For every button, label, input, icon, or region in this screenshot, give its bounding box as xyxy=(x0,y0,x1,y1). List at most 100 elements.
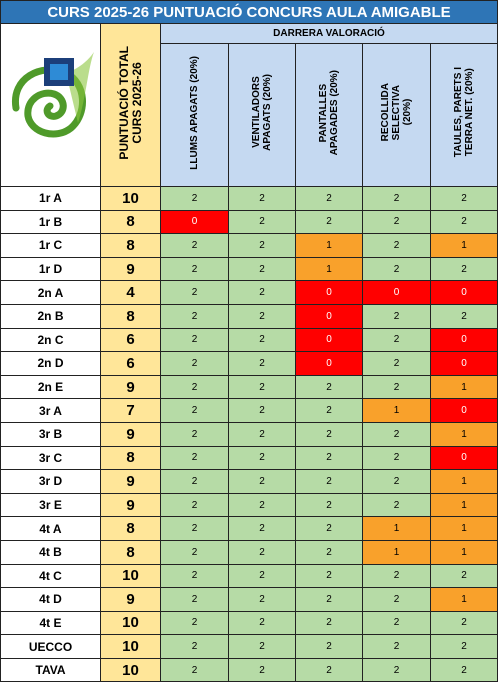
score: 2 xyxy=(228,445,296,471)
class-name: 3r A xyxy=(0,398,101,423)
class-name: 4t A xyxy=(0,516,101,541)
score: 2 xyxy=(362,445,431,471)
total: 10 xyxy=(100,657,161,683)
total: 8 xyxy=(100,516,161,541)
score: 2 xyxy=(160,469,229,494)
total: 9 xyxy=(100,587,161,612)
total-header: PUNTUACIÓ TOTAL CURS 2025-26 xyxy=(100,23,161,187)
class-name: 3r E xyxy=(0,492,101,518)
score: 1 xyxy=(429,469,499,494)
total: 8 xyxy=(100,303,161,329)
score: 2 xyxy=(228,469,296,494)
score: 0 xyxy=(429,327,499,353)
score: 0 xyxy=(295,303,363,329)
score: 2 xyxy=(228,256,296,282)
score: 2 xyxy=(228,374,296,400)
class-name: 3r C xyxy=(0,445,101,471)
score: 2 xyxy=(160,492,229,518)
class-name: 1r C xyxy=(0,233,101,258)
score: 0 xyxy=(295,327,363,353)
score: 0 xyxy=(295,280,363,305)
total: 10 xyxy=(100,634,161,659)
score: 1 xyxy=(429,374,499,400)
score: 2 xyxy=(295,398,363,423)
score: 2 xyxy=(228,303,296,329)
class-name: 2n C xyxy=(0,327,101,353)
score: 1 xyxy=(362,516,431,541)
score: 2 xyxy=(228,351,296,376)
class-name: 1r D xyxy=(0,256,101,282)
score: 0 xyxy=(429,280,499,305)
score: 1 xyxy=(429,516,499,541)
class-name: 4t E xyxy=(0,610,101,636)
score: 2 xyxy=(295,587,363,612)
score: 2 xyxy=(228,327,296,353)
column-header: LLUMS APAGATS (20%) xyxy=(160,43,229,187)
score: 2 xyxy=(160,539,229,565)
score: 2 xyxy=(228,421,296,447)
total: 9 xyxy=(100,256,161,282)
score: 1 xyxy=(429,587,499,612)
score: 2 xyxy=(160,563,229,589)
class-name: 3r B xyxy=(0,421,101,447)
score: 2 xyxy=(362,327,431,353)
score: 2 xyxy=(295,374,363,400)
total: 6 xyxy=(100,327,161,353)
total: 4 xyxy=(100,280,161,305)
score: 2 xyxy=(362,303,431,329)
score: 2 xyxy=(429,610,499,636)
score: 2 xyxy=(160,233,229,258)
total-label: PUNTUACIÓ TOTAL CURS 2025-26 xyxy=(116,45,144,160)
score: 2 xyxy=(228,634,296,659)
score: 1 xyxy=(362,398,431,423)
score: 2 xyxy=(160,516,229,541)
column-label: LLUMS APAGATS (20%) xyxy=(189,55,200,170)
score: 2 xyxy=(160,398,229,423)
group-header: DARRERA VALORACIÓ xyxy=(159,23,499,44)
total: 9 xyxy=(100,492,161,518)
score: 2 xyxy=(362,634,431,659)
score: 0 xyxy=(160,209,229,235)
score: 2 xyxy=(228,539,296,565)
score: 2 xyxy=(228,492,296,518)
score: 2 xyxy=(228,186,296,211)
score: 2 xyxy=(429,256,499,282)
score: 2 xyxy=(362,610,431,636)
logo xyxy=(11,51,94,137)
score: 2 xyxy=(429,657,499,683)
column-label: RECOLLIDA SELECTIVA (20%) xyxy=(380,83,413,142)
score: 2 xyxy=(295,563,363,589)
score: 2 xyxy=(362,421,431,447)
row: 4t E 10 2 2 2 2 2 xyxy=(0,610,499,636)
logo-cell xyxy=(0,23,101,187)
class-name: 1r A xyxy=(0,186,101,211)
score: 2 xyxy=(362,351,431,376)
class-name: 2n A xyxy=(0,280,101,305)
score: 2 xyxy=(228,209,296,235)
score: 2 xyxy=(160,374,229,400)
score: 2 xyxy=(228,610,296,636)
score: 0 xyxy=(429,445,499,471)
score: 2 xyxy=(429,634,499,659)
score: 2 xyxy=(160,280,229,305)
score: 1 xyxy=(429,421,499,447)
total: 8 xyxy=(100,209,161,235)
score: 2 xyxy=(295,186,363,211)
score: 0 xyxy=(429,351,499,376)
score: 2 xyxy=(362,186,431,211)
score: 2 xyxy=(160,445,229,471)
score: 2 xyxy=(160,351,229,376)
column-header: RECOLLIDA SELECTIVA (20%) xyxy=(362,43,431,187)
score: 2 xyxy=(429,186,499,211)
total: 10 xyxy=(100,563,161,589)
